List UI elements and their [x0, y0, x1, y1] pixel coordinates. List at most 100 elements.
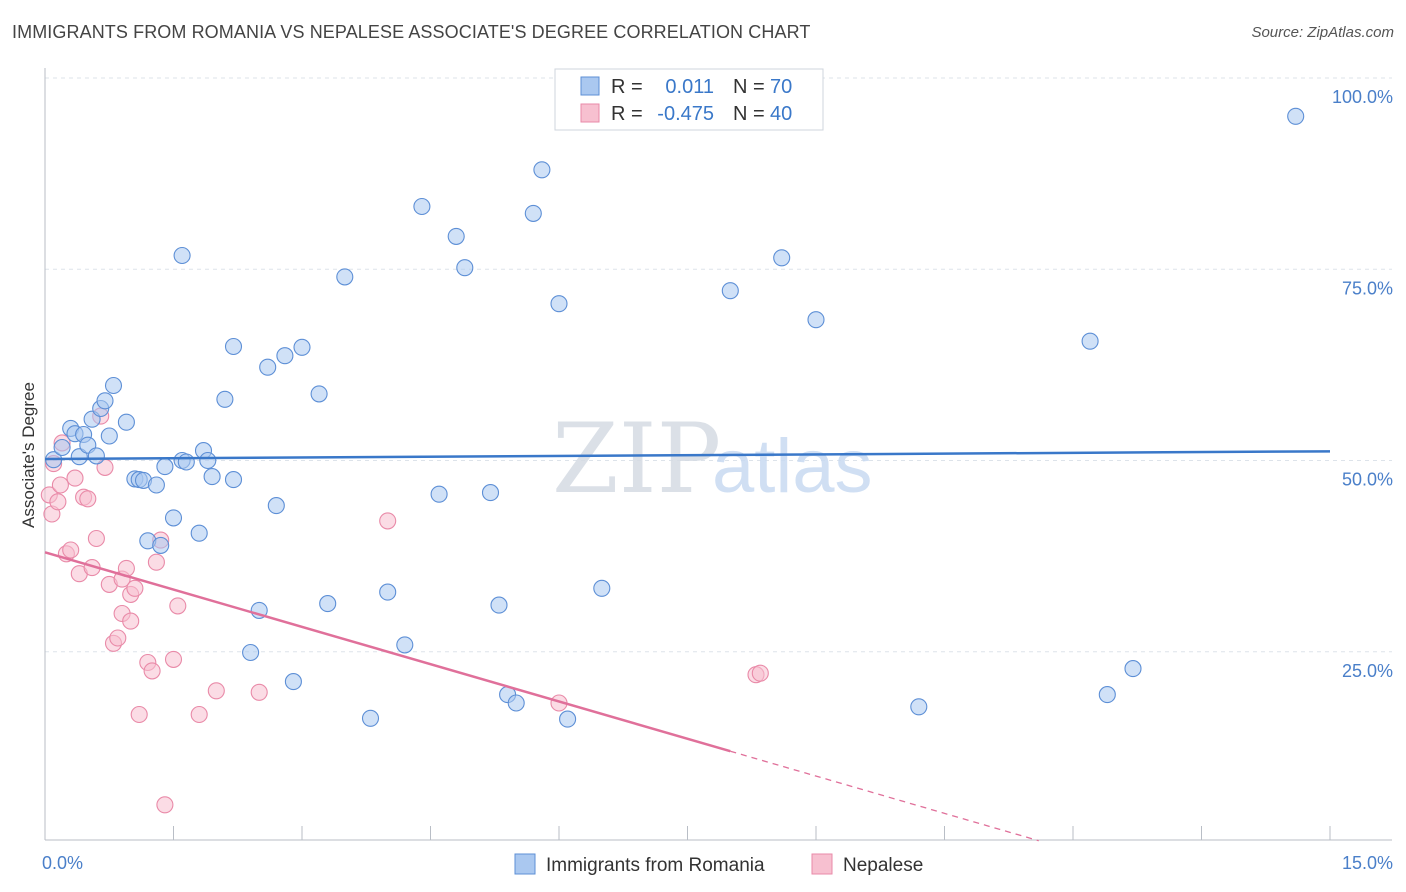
legend-r-label-nepalese: R =: [611, 103, 643, 125]
nepalese-point: [164, 650, 183, 668]
bottom-legend-label-nepalese: Nepalese: [843, 855, 923, 876]
nepalese-point: [122, 612, 140, 630]
romania-point: [96, 392, 114, 410]
romania-point: [379, 583, 397, 601]
romania-point: [1287, 107, 1305, 125]
romania-point: [319, 595, 337, 613]
romania-point: [276, 347, 294, 365]
legend-box: [554, 68, 824, 131]
x-tick-label-max: 15.0%: [1342, 853, 1393, 873]
romania-point: [173, 246, 191, 265]
romania-point: [152, 536, 170, 554]
nepalese-point: [751, 664, 769, 682]
y-tick-labels: 25.0% 50.0% 75.0% 100.0%: [1332, 87, 1393, 681]
legend: R = 0.011 N = 70 R = -0.475 N = 40: [554, 68, 824, 131]
nepalese-point: [62, 541, 80, 559]
romania-point: [53, 438, 71, 457]
romania-point: [267, 497, 285, 515]
legend-n-label-romania: N =: [733, 76, 765, 98]
grid-lines: [45, 77, 1392, 653]
y-tick-label: 25.0%: [1342, 661, 1393, 681]
nepalese-point: [143, 662, 161, 680]
nepalese-point: [66, 469, 84, 487]
romania-point: [216, 390, 234, 408]
legend-r-value-nepalese: -0.475: [657, 103, 714, 125]
y-tick-label: 100.0%: [1332, 87, 1393, 107]
romania-point: [100, 427, 118, 445]
romania-point: [310, 385, 328, 403]
legend-n-value-romania: 70: [770, 76, 792, 98]
romania-point: [1081, 332, 1099, 350]
legend-swatch-nepalese: [580, 103, 600, 123]
romania-point: [1098, 686, 1116, 704]
nepalese-point: [379, 512, 397, 530]
romania-point: [70, 448, 88, 466]
nepalese-point: [130, 705, 148, 724]
romania-point: [593, 579, 611, 597]
romania-point: [507, 694, 525, 712]
romania-point: [361, 709, 380, 727]
nepalese-point: [147, 553, 165, 571]
nepalese-point: [79, 490, 97, 508]
romania-point: [721, 282, 739, 300]
romania-point: [177, 453, 195, 471]
bottom-legend: Immigrants from Romania Nepalese: [514, 853, 923, 876]
nepalese-point: [250, 683, 268, 701]
nepalese-point: [87, 529, 105, 548]
nepalese-point: [207, 682, 225, 700]
nepalese-point: [190, 705, 208, 724]
source-label: Source: ZipAtlas.com: [1251, 24, 1394, 41]
romania-point: [456, 259, 474, 277]
trend-lines: [44, 450, 1331, 842]
romania-point: [117, 413, 135, 431]
x-ticks: [44, 826, 1331, 840]
romania-point: [430, 485, 448, 503]
nepalese-point: [51, 476, 69, 494]
romania-point: [336, 268, 354, 286]
watermark: ZIP atlas: [552, 403, 873, 515]
legend-n-label-nepalese: N =: [733, 103, 765, 125]
bottom-legend-label-romania: Immigrants from Romania: [546, 855, 765, 876]
legend-r-value-romania: 0.011: [665, 76, 714, 98]
romania-point: [1124, 660, 1142, 678]
romania-point: [396, 636, 414, 654]
romania-point: [87, 447, 105, 465]
x-tick-label-min: 0.0%: [42, 853, 83, 873]
romania-point: [413, 197, 431, 216]
watermark-atlas: atlas: [712, 424, 873, 509]
romania-point: [164, 509, 183, 527]
romania-point: [559, 710, 577, 728]
romania-point: [203, 468, 221, 486]
romania-point: [284, 673, 302, 691]
legend-n-value-nepalese: 40: [770, 103, 792, 125]
y-tick-label: 75.0%: [1342, 278, 1393, 298]
nepalese-point: [126, 579, 144, 597]
romania-point: [224, 337, 243, 356]
bottom-legend-swatch-nepalese: [811, 853, 833, 875]
nepalese-point: [156, 796, 174, 814]
romania-points: [45, 107, 1305, 728]
axes: [44, 68, 1392, 841]
romania-point: [224, 471, 243, 489]
watermark-zip: ZIP: [552, 403, 721, 515]
romania-point: [524, 204, 542, 222]
romania-point: [147, 476, 165, 494]
bottom-legend-swatch-romania: [514, 853, 536, 875]
y-axis-title: Associate's Degree: [19, 382, 38, 528]
nepalese-point: [169, 597, 187, 615]
nepalese-point: [109, 629, 127, 647]
romania-point: [259, 358, 277, 376]
legend-r-label-romania: R =: [611, 76, 643, 98]
nepalese-trend-line-extension: [730, 750, 1039, 842]
romania-trend-line: [44, 450, 1331, 461]
romania-point: [490, 596, 508, 614]
nepalese-trend-line: [44, 551, 731, 753]
romania-point: [190, 524, 208, 542]
romania-point: [447, 227, 465, 245]
romania-point: [481, 484, 500, 502]
romania-point: [550, 295, 568, 313]
romania-point: [199, 451, 217, 470]
chart-title: IMMIGRANTS FROM ROMANIA VS NEPALESE ASSO…: [12, 22, 811, 42]
romania-point: [104, 376, 123, 395]
